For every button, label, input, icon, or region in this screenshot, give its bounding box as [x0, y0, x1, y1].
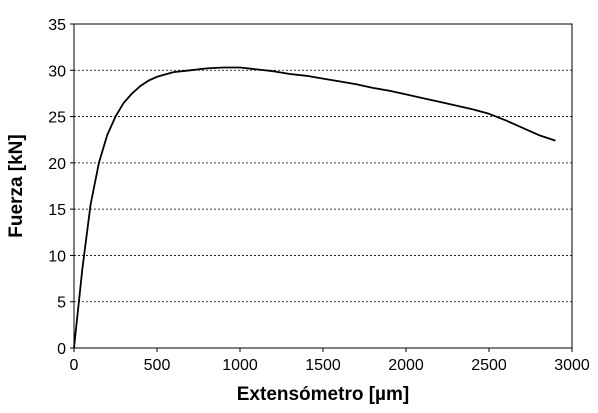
y-tick-label: 25	[48, 110, 66, 127]
y-tick-label: 30	[48, 63, 66, 80]
series-line	[74, 68, 555, 349]
x-tick-label: 1500	[305, 357, 341, 374]
x-axis-title: Extensómetro [µm]	[237, 384, 409, 405]
y-tick-label: 15	[48, 202, 66, 219]
x-tick-label: 2500	[471, 357, 507, 374]
x-tick-label: 1000	[222, 357, 258, 374]
y-tick-label: 0	[57, 341, 66, 358]
x-tick-label: 0	[70, 357, 79, 374]
x-axis-ticks: 0 500 1000 1500 2000 2500 3000	[70, 348, 590, 374]
y-axis-ticks: 0 5 10 15 20 25 30 35	[48, 17, 74, 358]
x-tick-label: 500	[144, 357, 171, 374]
series-layer	[74, 68, 555, 349]
y-tick-label: 35	[48, 17, 66, 34]
x-tick-label: 3000	[554, 357, 590, 374]
y-tick-label: 10	[48, 248, 66, 265]
y-tick-label: 5	[57, 295, 66, 312]
y-tick-label: 20	[48, 156, 66, 173]
plot-area-frame	[74, 24, 572, 348]
x-tick-label: 2000	[388, 357, 424, 374]
y-axis-title: Fuerza [kN]	[6, 134, 27, 237]
gridlines	[74, 70, 572, 301]
